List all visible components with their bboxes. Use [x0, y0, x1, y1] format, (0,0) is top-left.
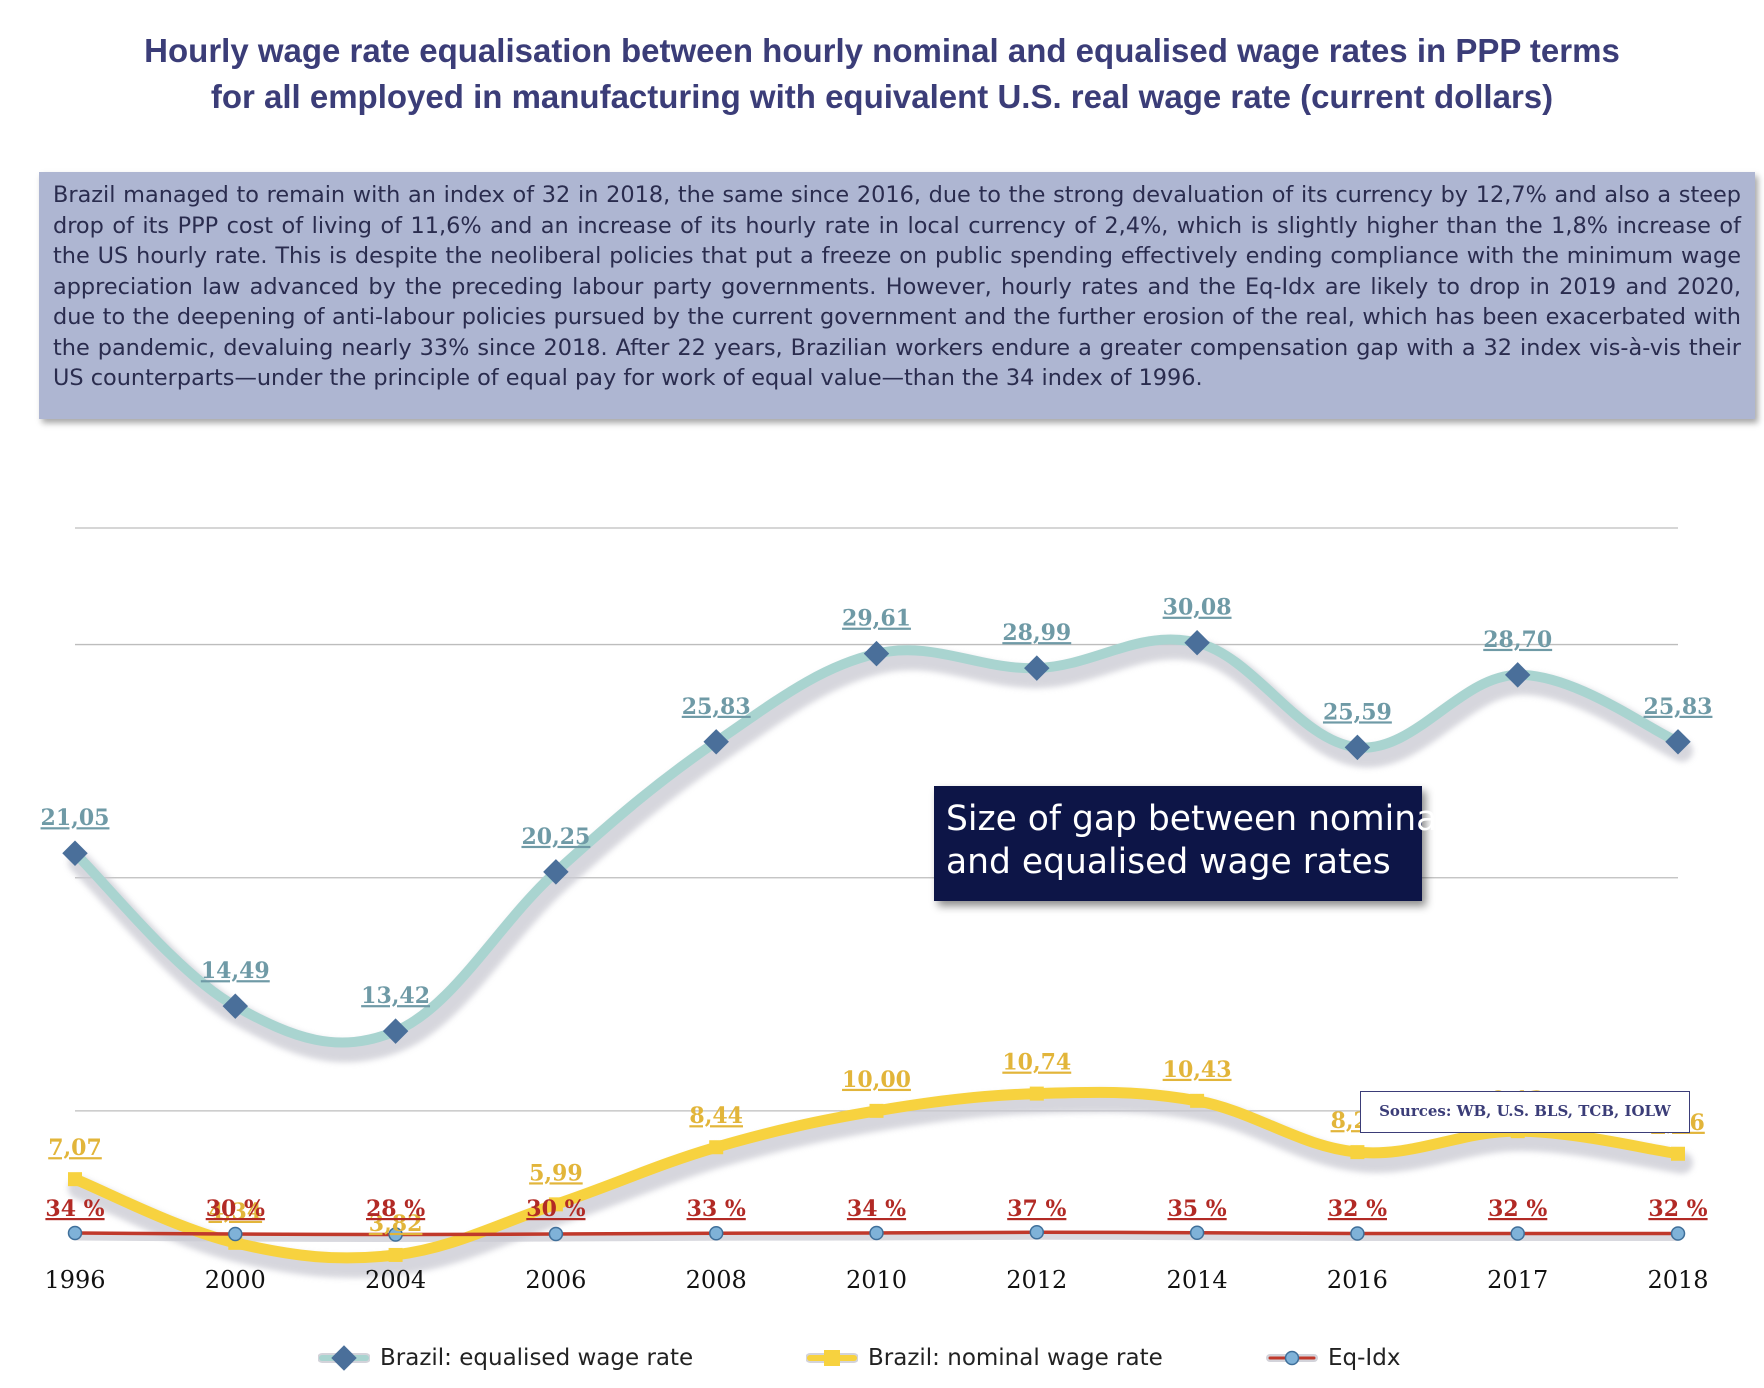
x-tick-2014: 2014	[1167, 1266, 1228, 1294]
equalised-label-2000: 14,49	[201, 958, 270, 984]
equalised-series-line	[70, 634, 1683, 1048]
equalised-label-2010: 29,61	[842, 606, 911, 632]
eqidx-label-2008: 33 %	[687, 1196, 746, 1222]
description-box: Brazil managed to remain with an index o…	[39, 172, 1755, 419]
eqidx-label-2014: 35 %	[1168, 1196, 1227, 1222]
legend-label-eqidx: Eq-Idx	[1328, 1345, 1401, 1371]
x-tick-2018: 2018	[1647, 1266, 1708, 1294]
eqidx-label-2006: 30 %	[526, 1196, 585, 1222]
nominal-line-shadow	[68, 1090, 1693, 1278]
nominal-marker-1996	[68, 1172, 82, 1187]
equalised-marker-2006	[543, 859, 569, 885]
chart-title-line-1: Hourly wage rate equalisation between ho…	[144, 32, 1620, 69]
equalised-label-2014: 30,08	[1163, 595, 1232, 621]
equalised-label-2012: 28,99	[1002, 620, 1071, 646]
eqidx-marker-2014	[1189, 1225, 1205, 1240]
x-tick-2016: 2016	[1327, 1266, 1388, 1294]
nominal-marker-2006	[548, 1197, 563, 1212]
eqidx-label-2016: 32 %	[1328, 1196, 1387, 1222]
legend-circle-icon	[1266, 1350, 1318, 1366]
eqidx-label-2012: 37 %	[1007, 1196, 1066, 1222]
nominal-label-1996: 7,07	[48, 1135, 102, 1161]
equalised-label-2008: 25,83	[682, 694, 751, 720]
nominal-label-2010: 10,00	[842, 1067, 911, 1093]
equalised-label-2017: 28,70	[1483, 627, 1552, 653]
equalised-label-2006: 20,25	[521, 824, 590, 850]
chart-title: Hourly wage rate equalisation between ho…	[40, 28, 1724, 120]
eqidx-label-2000: 30 %	[206, 1196, 265, 1222]
x-tick-2012: 2012	[1006, 1266, 1067, 1294]
sources-box: Sources: WB, U.S. BLS, TCB, IOLW	[1360, 1091, 1690, 1133]
equalised-marker-2008	[703, 729, 729, 755]
eqidx-marker-2012	[1029, 1225, 1045, 1240]
legend-diamond-icon	[318, 1345, 370, 1371]
legend-item-nominal: Brazil: nominal wage rate	[806, 1338, 1163, 1378]
nominal-label-2012: 10,74	[1002, 1050, 1071, 1076]
chart-title-line-2: for all employed in manufacturing with e…	[210, 78, 1554, 115]
nominal-label-2000: 4,34	[209, 1199, 263, 1225]
legend-label-nominal: Brazil: nominal wage rate	[868, 1345, 1163, 1371]
nominal-marker-2014	[1190, 1093, 1205, 1108]
legend-label-equalised: Brazil: equalised wage rate	[380, 1345, 694, 1371]
eqidx-marker-2016	[1350, 1226, 1365, 1241]
eqidx-label-2018: 32 %	[1648, 1196, 1707, 1222]
equalised-label-2004: 13,42	[361, 983, 430, 1009]
eqidx-marker-2004	[388, 1227, 403, 1242]
nominal-marker-2004	[388, 1247, 403, 1262]
eqidx-label-2017: 32 %	[1488, 1196, 1547, 1222]
nominal-marker-2008	[709, 1140, 724, 1155]
eqidx-label-2010: 34 %	[847, 1196, 906, 1222]
eqidx-marker-2006	[548, 1226, 564, 1242]
eqidx-marker-2008	[708, 1226, 724, 1241]
nominal-marker-2018	[1671, 1146, 1685, 1161]
equalised-line-shadow	[68, 637, 1693, 1063]
equalised-label-2018: 25,83	[1644, 694, 1713, 720]
eqidx-label-2004: 28 %	[366, 1196, 425, 1222]
x-tick-2008: 2008	[686, 1266, 747, 1294]
eqidx-marker-2018	[1670, 1226, 1686, 1241]
nominal-label-2008: 8,44	[689, 1103, 743, 1129]
gap-callout: Size of gap between nominal and equalise…	[934, 786, 1447, 901]
x-tick-2017: 2017	[1487, 1266, 1548, 1294]
x-tick-2000: 2000	[205, 1266, 266, 1294]
legend-item-equalised: Brazil: equalised wage rate	[318, 1338, 693, 1378]
eqidx-marker-2010	[869, 1225, 884, 1241]
eqidx-marker-2017	[1510, 1226, 1525, 1241]
equalised-label-2016: 25,59	[1323, 699, 1392, 725]
nominal-marker-2010	[869, 1103, 884, 1118]
nominal-label-2006: 5,99	[529, 1160, 583, 1186]
equalised-marker-2000	[222, 993, 249, 1019]
x-tick-2006: 2006	[525, 1266, 586, 1294]
callout-line-1: Size of gap between nominal	[946, 799, 1447, 839]
nominal-label-2014: 10,43	[1163, 1057, 1232, 1083]
eqidx-marker-2000	[228, 1226, 243, 1242]
x-tick-1996: 1996	[44, 1266, 105, 1294]
x-axis-ticks: 1996 2000 2004 2006 2008 2010 2012 2014 2016 2017…	[44, 1266, 1708, 1294]
equalised-marker-1996	[62, 840, 88, 866]
nominal-marker-2016	[1350, 1145, 1365, 1160]
eqidx-marker-1996	[67, 1225, 83, 1241]
data-labels: 21,05 14,49 13,42 20,25 25,83 29,61 28,99 30,08…	[41, 595, 1713, 1237]
series-shadows	[68, 637, 1693, 1278]
x-tick-2004: 2004	[365, 1266, 426, 1294]
nominal-marker-2012	[1029, 1086, 1044, 1101]
callout-line-2: and equalised wage rates	[946, 842, 1391, 882]
nominal-label-2004: 3,82	[369, 1211, 423, 1237]
equalised-label-1996: 21,05	[41, 805, 110, 831]
legend-item-eqidx: Eq-Idx	[1266, 1338, 1400, 1378]
legend-square-icon	[806, 1350, 858, 1366]
equalised-marker-2010	[863, 640, 890, 667]
eqidx-label-1996: 34 %	[45, 1196, 104, 1222]
x-tick-2010: 2010	[846, 1266, 907, 1294]
